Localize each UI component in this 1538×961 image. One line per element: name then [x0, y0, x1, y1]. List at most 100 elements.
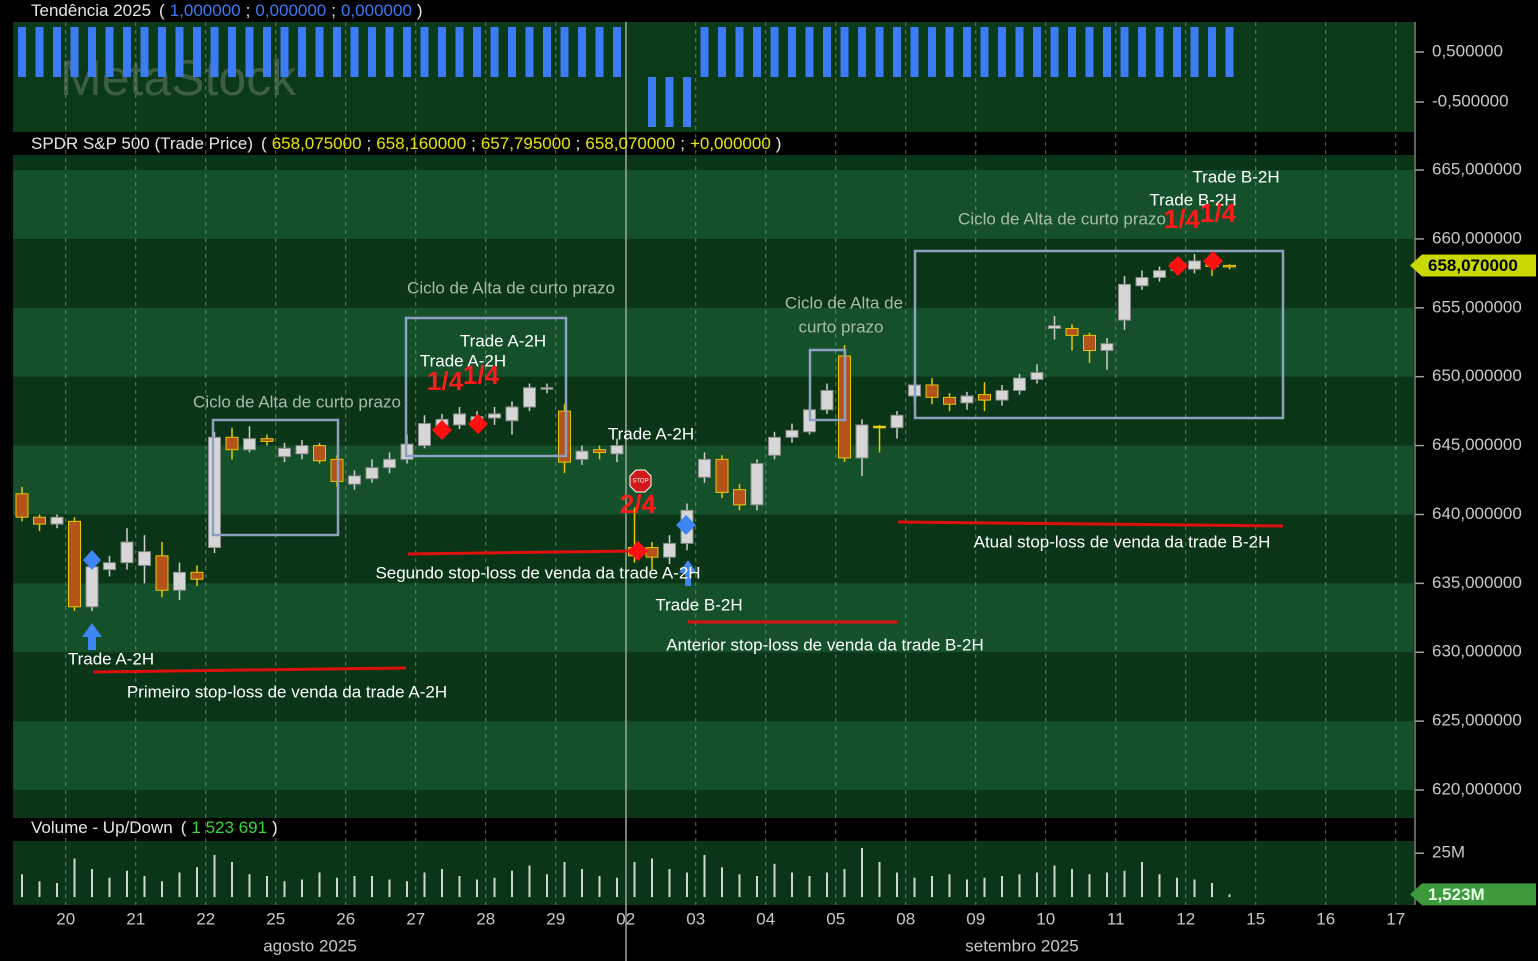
candle-body — [873, 425, 886, 429]
candle-body — [540, 387, 554, 390]
panel-title-value: 658,075000 — [272, 134, 362, 153]
panel-title-delimiter: ( — [261, 134, 267, 153]
red-diamond — [628, 541, 648, 561]
annotation: Trade A-2H — [68, 649, 154, 668]
trend-bar — [998, 27, 1006, 77]
trend-bar — [210, 27, 219, 77]
volume-bar — [21, 874, 23, 897]
volume-bar — [878, 862, 881, 897]
annotation: 1/4 — [1164, 204, 1201, 234]
candle-body — [785, 429, 799, 438]
x-tick-label: 11 — [1107, 909, 1125, 928]
trend-bar — [840, 27, 849, 77]
volume-bar — [353, 876, 356, 897]
candle-body — [715, 458, 729, 493]
annotation: 2/4 — [620, 489, 657, 519]
candle-body — [365, 467, 379, 480]
trend-bar — [193, 27, 201, 77]
candle-body — [698, 458, 711, 478]
x-tick-label: 20 — [56, 909, 75, 928]
y-tick-label: 655,000000 — [1432, 297, 1522, 316]
annotation: 1/4 — [427, 366, 464, 396]
cycle-box — [211, 418, 340, 537]
y-tick-label: 635,000000 — [1432, 573, 1522, 592]
candle-body — [978, 394, 991, 401]
trend-bar — [1068, 27, 1076, 77]
cycle-box — [808, 348, 847, 422]
candle-body — [453, 413, 466, 426]
trend-bar — [578, 27, 586, 77]
trend-bar — [368, 27, 376, 77]
candle-body — [1118, 283, 1131, 321]
annotation: Segundo stop-loss de venda da trade A-2H — [375, 563, 700, 582]
y-tick-label: 630,000000 — [1432, 642, 1522, 661]
annotation: Ciclo de Alta de curto prazo — [958, 209, 1166, 228]
trend-bar — [473, 27, 481, 77]
x-tick-label: 29 — [546, 909, 565, 928]
volume-bar — [1141, 862, 1143, 897]
volume-bar — [196, 867, 198, 897]
x-tick-label: 04 — [756, 909, 775, 928]
y-tick-label: 25M — [1432, 843, 1465, 862]
bands — [13, 170, 1414, 791]
trend-bar — [718, 27, 726, 77]
trend-bar — [963, 27, 971, 77]
volume-bar — [56, 883, 58, 897]
arrow-up — [679, 560, 697, 586]
candle-body — [488, 413, 501, 419]
volume-bar — [1123, 870, 1126, 897]
volume-bar — [756, 876, 758, 897]
axes: 0,500000 -0,500000 620,000000 625,000000 630… — [56, 41, 1536, 928]
volume-bar — [423, 872, 426, 897]
trend-bar — [875, 27, 884, 77]
y-tick-label: 645,000000 — [1432, 435, 1522, 454]
volume-bar — [213, 855, 216, 897]
volume-bar — [598, 876, 601, 897]
trend-bar — [123, 27, 131, 77]
x-tick-label: 02 — [616, 909, 635, 928]
volume-bar — [843, 869, 846, 897]
candle-body — [1100, 343, 1114, 352]
volume-bar — [266, 876, 268, 897]
red-diamond — [1203, 251, 1223, 271]
candle-body — [663, 542, 676, 558]
trend-bar — [403, 27, 411, 77]
trend-bar — [735, 27, 744, 77]
volume-bar — [178, 872, 181, 897]
month-label: setembro 2025 — [965, 936, 1078, 955]
volume-bar — [1176, 877, 1178, 897]
volume-bar — [248, 874, 251, 897]
trend-bar — [385, 27, 394, 77]
panel-title-name: SPDR S&P 500 (Trade Price) — [31, 134, 253, 153]
trend-bar — [560, 27, 569, 77]
arrow-up — [82, 623, 102, 650]
annotation: curto prazo — [798, 317, 883, 336]
trend-bar — [823, 27, 831, 77]
y-tick-label: 640,000000 — [1432, 504, 1522, 523]
grid-band — [13, 721, 1414, 791]
trend-bar — [1085, 27, 1094, 77]
trend-bar — [1173, 27, 1181, 77]
panel-title-delimiter: ; — [576, 134, 581, 153]
trend-bar — [350, 27, 359, 77]
panel-title-delimiter: ( — [181, 818, 187, 837]
volume-bar — [1071, 869, 1073, 897]
panel-title-delimiter: ; — [331, 1, 336, 20]
volume-bar — [721, 867, 723, 897]
x-tick-label: 12 — [1176, 909, 1195, 928]
candle-body — [15, 493, 29, 518]
volume-bar — [336, 877, 338, 897]
trend-bar — [1225, 27, 1234, 77]
trend-bar — [1155, 27, 1164, 77]
trend-bar — [298, 27, 306, 77]
trend-bar — [1208, 27, 1216, 77]
volume-bar — [91, 869, 93, 897]
volume-bar — [231, 862, 233, 897]
candle-body — [1223, 264, 1236, 268]
candle-body — [1065, 327, 1079, 336]
panel-title-delimiter: ; — [680, 134, 685, 153]
trend-bar — [175, 27, 184, 77]
candle-body — [103, 562, 116, 571]
trend-bar — [490, 27, 499, 77]
volume-bar — [563, 862, 566, 897]
